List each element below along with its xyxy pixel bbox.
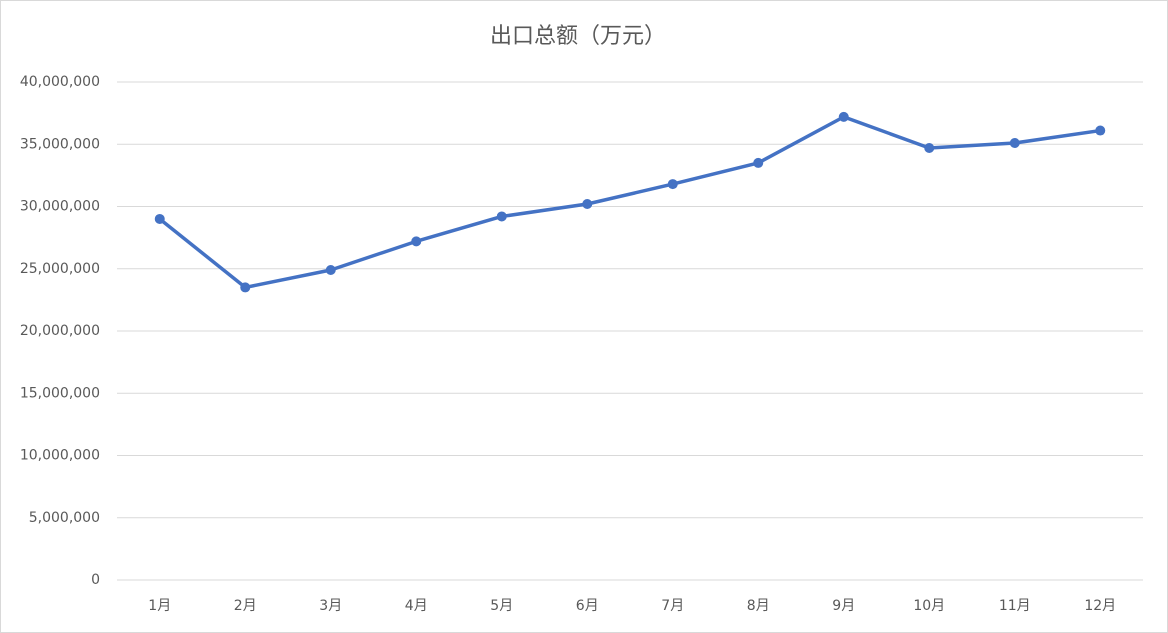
data-line <box>158 115 1101 290</box>
data-point <box>496 211 507 222</box>
x-tick-label: 2月 <box>234 598 257 614</box>
x-tick-label: 4月 <box>405 598 428 614</box>
x-tick-label: 5月 <box>490 598 513 614</box>
data-point <box>411 236 422 247</box>
y-tick-label: 0 <box>91 572 100 588</box>
data-point <box>838 111 849 122</box>
data-point <box>582 199 593 210</box>
data-point <box>240 282 251 293</box>
y-tick-label: 5,000,000 <box>29 510 100 526</box>
data-point <box>1095 125 1106 136</box>
data-point <box>1009 138 1020 149</box>
data-point <box>325 264 336 275</box>
y-tick-label: 35,000,000 <box>20 136 100 152</box>
y-tick-label: 15,000,000 <box>20 385 100 401</box>
x-tick-label: 11月 <box>999 598 1031 614</box>
x-tick-label: 1月 <box>148 598 171 614</box>
x-tick-label: 7月 <box>661 598 684 614</box>
x-tick-label: 10月 <box>913 598 945 614</box>
data-point <box>753 157 764 168</box>
y-tick-label: 30,000,000 <box>20 199 100 215</box>
y-tick-label: 20,000,000 <box>20 323 100 339</box>
data-point <box>667 179 678 190</box>
data-point <box>924 142 935 153</box>
y-tick-label: 25,000,000 <box>20 261 100 277</box>
x-tick-label: 8月 <box>747 598 770 614</box>
data-point <box>154 213 165 224</box>
x-tick-label: 9月 <box>832 598 855 614</box>
chart-title: 出口总额（万元） <box>490 24 666 49</box>
x-tick-label: 12月 <box>1084 598 1116 614</box>
x-tick-label: 3月 <box>319 598 342 614</box>
y-tick-label: 10,000,000 <box>20 448 100 464</box>
y-tick-label: 40,000,000 <box>20 74 100 90</box>
x-tick-label: 6月 <box>576 598 599 614</box>
